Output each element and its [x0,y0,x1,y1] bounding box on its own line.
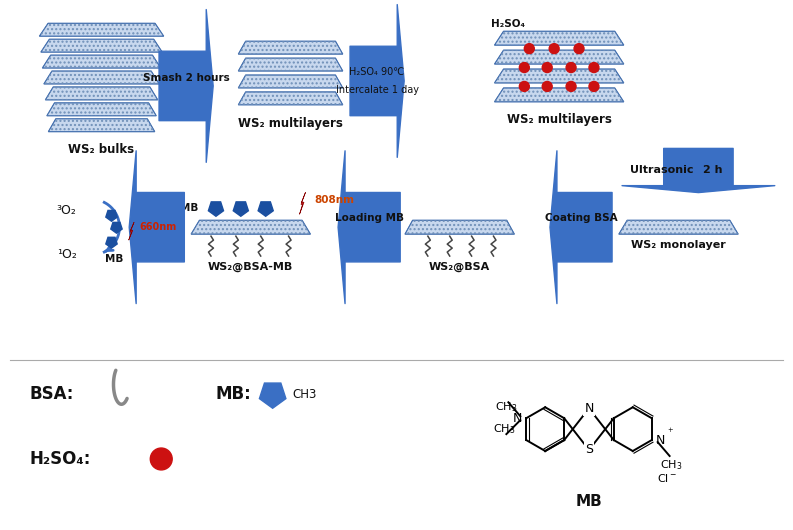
Polygon shape [405,220,515,234]
Polygon shape [105,237,117,248]
Polygon shape [258,202,274,216]
Text: MB: MB [180,204,198,213]
Polygon shape [495,88,624,102]
Polygon shape [44,71,159,84]
Circle shape [542,63,552,73]
Text: WS₂ bulks: WS₂ bulks [68,143,135,156]
Polygon shape [495,69,624,83]
Circle shape [151,448,172,470]
Polygon shape [41,39,163,52]
Polygon shape [233,202,248,216]
Circle shape [519,82,529,91]
Text: Coating BSA: Coating BSA [545,213,617,223]
Circle shape [589,63,599,73]
Text: H₂SO₄: H₂SO₄ [492,19,526,29]
Text: WS₂@BSA: WS₂@BSA [429,262,490,272]
Text: CH3: CH3 [293,388,317,401]
Text: H₂SO₄ 90℃: H₂SO₄ 90℃ [350,67,404,77]
Polygon shape [239,75,343,88]
Text: N: N [656,434,665,447]
Circle shape [550,43,559,54]
Polygon shape [48,119,155,131]
Text: Loading MB: Loading MB [335,213,404,223]
Text: WS₂ multilayers: WS₂ multilayers [507,113,611,126]
Text: $^+$: $^+$ [665,427,674,437]
Polygon shape [239,92,343,105]
Text: WS₂@BSA-MB: WS₂@BSA-MB [208,262,293,272]
Text: WS₂ multilayers: WS₂ multilayers [238,117,343,130]
Polygon shape [42,55,161,68]
Text: Ultrasonic: Ultrasonic [630,165,693,175]
Polygon shape [259,383,286,408]
Polygon shape [105,210,117,221]
Polygon shape [128,222,134,240]
Circle shape [566,63,576,73]
Text: MB: MB [105,254,124,264]
Circle shape [574,43,584,54]
Polygon shape [191,220,310,234]
Circle shape [589,82,599,91]
Text: BSA:: BSA: [30,385,75,403]
Circle shape [519,63,529,73]
Text: 808nm: 808nm [315,196,354,205]
Polygon shape [47,103,156,116]
Polygon shape [111,223,122,233]
Text: Intercalate 1 day: Intercalate 1 day [335,85,419,95]
Polygon shape [300,192,305,214]
Text: CH$_3$: CH$_3$ [661,458,683,472]
Text: 2 h: 2 h [703,165,723,175]
Polygon shape [45,87,158,100]
Text: Cl$^-$: Cl$^-$ [657,472,676,484]
Polygon shape [239,58,343,71]
Text: ³O₂: ³O₂ [57,204,77,217]
Text: 660nm: 660nm [140,222,177,232]
Text: WS₂ monolayer: WS₂ monolayer [631,240,726,250]
Text: H₂SO₄:: H₂SO₄: [30,450,91,468]
Polygon shape [619,220,738,234]
Circle shape [542,82,552,91]
Text: S: S [585,444,593,456]
Polygon shape [495,31,624,45]
Text: MB:: MB: [216,385,251,403]
Circle shape [566,82,576,91]
Text: CH$_3$: CH$_3$ [495,400,518,414]
Text: ¹O₂: ¹O₂ [57,248,77,261]
Polygon shape [40,23,163,36]
Polygon shape [495,50,624,64]
Text: N: N [513,412,523,425]
Polygon shape [239,41,343,54]
Text: MB: MB [576,494,603,509]
Text: CH$_3$: CH$_3$ [493,422,515,436]
Text: Smash 2 hours: Smash 2 hours [143,73,229,83]
Polygon shape [209,202,224,216]
Circle shape [524,43,534,54]
Text: N: N [584,402,594,415]
